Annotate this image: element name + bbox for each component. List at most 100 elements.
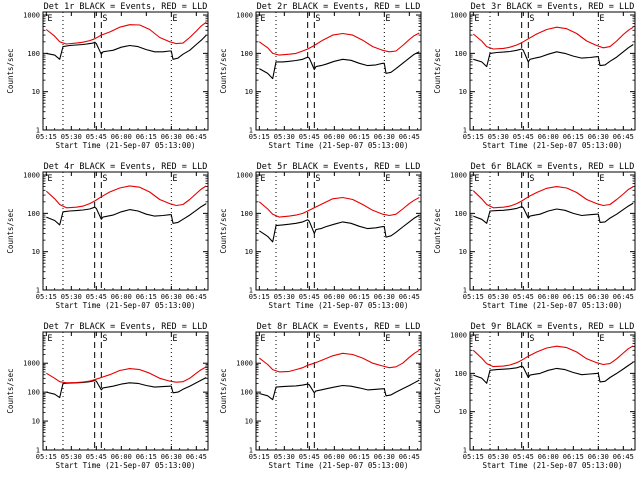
x-axis-label: Start Time (21-Sep-07 05:13:00): [269, 301, 409, 310]
x-tick-label: 05:15: [249, 453, 270, 461]
time-marker-label: S: [102, 14, 107, 24]
plot-frame: [469, 11, 636, 131]
x-axis-label: Start Time (21-Sep-07 05:13:00): [482, 301, 622, 310]
y-axis-label: Counts/sec: [6, 48, 15, 93]
y-axis-label: Counts/sec: [6, 368, 15, 413]
plot-frame: [255, 331, 422, 451]
x-tick-label: 05:15: [36, 453, 57, 461]
lld-series-line: [472, 186, 634, 209]
x-tick-label: 06:00: [537, 453, 558, 461]
x-tick-label: 06:15: [349, 293, 370, 301]
lld-series-line: [472, 345, 634, 368]
x-tick-label: 06:00: [324, 453, 345, 461]
y-tick-label: 1000: [236, 360, 253, 368]
time-marker-label: E: [172, 334, 177, 344]
x-tick-label: 05:45: [512, 293, 533, 301]
detector-panel-3: Det 3r BLACK = Events, RED = LLD 1 10 100 10…: [427, 0, 640, 160]
events-series-line: [46, 34, 207, 60]
y-tick-label: 1000: [236, 172, 253, 180]
x-tick-label: 05:30: [61, 293, 82, 301]
x-tick-label: 06:30: [374, 293, 395, 301]
y-tick-label: 1: [249, 127, 253, 135]
events-series-line: [472, 361, 634, 384]
x-axis-label: Start Time (21-Sep-07 05:13:00): [269, 141, 409, 150]
x-tick-label: 05:30: [274, 133, 295, 141]
events-series-line: [46, 203, 207, 226]
y-tick-label: 10: [458, 88, 466, 96]
plot-frame: [255, 171, 422, 291]
x-tick-label: 06:00: [111, 133, 132, 141]
time-marker-label: E: [386, 14, 391, 24]
y-tick-label: 10: [32, 88, 40, 96]
lld-series-line: [259, 32, 420, 56]
chart-title: Det 6r BLACK = Events, RED = LLD: [470, 162, 634, 172]
x-tick-label: 05:30: [61, 133, 82, 141]
y-tick-label: 10: [245, 88, 253, 96]
detector-panel-5: Det 5r BLACK = Events, RED = LLD 1 10 100 10…: [213, 160, 426, 320]
lld-series-line: [45, 21, 207, 45]
lld-series-line: [45, 185, 207, 209]
x-tick-label: 06:45: [399, 133, 420, 141]
time-marker-label: E: [47, 174, 52, 184]
x-tick-label: 06:15: [349, 453, 370, 461]
time-marker-label: E: [386, 334, 391, 344]
chart-title: Det 8r BLACK = Events, RED = LLD: [257, 322, 421, 332]
plot-frame: [42, 171, 209, 291]
x-tick-label: 06:45: [399, 453, 420, 461]
events-series-line: [46, 377, 207, 399]
chart-title: Det 9r BLACK = Events, RED = LLD: [470, 322, 634, 332]
x-tick-label: 06:45: [612, 293, 633, 301]
time-marker-label: E: [261, 174, 266, 184]
detector-panel-9: Det 9r BLACK = Events, RED = LLD 1 10 100 10…: [427, 320, 640, 480]
time-marker-label: E: [47, 14, 52, 24]
time-marker-label: E: [474, 334, 479, 344]
y-tick-label: 1000: [23, 360, 40, 368]
x-tick-label: 05:30: [487, 133, 508, 141]
y-tick-label: 10: [32, 248, 40, 256]
detector-chart-svg: Det 2r BLACK = Events, RED = LLD 1 10 100 10…: [219, 2, 422, 150]
detector-chart-svg: Det 9r BLACK = Events, RED = LLD 1 10 100 10…: [433, 322, 636, 470]
y-tick-label: 1: [249, 287, 253, 295]
x-tick-label: 05:30: [61, 453, 82, 461]
lld-series-line: [259, 196, 420, 218]
detector-panel-1: Det 1r BLACK = Events, RED = LLD 1 10 100 10…: [0, 0, 213, 160]
x-tick-label: 05:45: [86, 453, 107, 461]
x-tick-label: 06:30: [587, 453, 608, 461]
time-marker-label: E: [47, 334, 52, 344]
x-tick-label: 05:30: [487, 293, 508, 301]
detector-panel-7: Det 7r BLACK = Events, RED = LLD 1 10 100 10…: [0, 320, 213, 480]
x-tick-label: 05:15: [462, 453, 483, 461]
x-tick-label: 05:45: [86, 293, 107, 301]
y-tick-label: 100: [454, 210, 467, 218]
y-tick-label: 10: [32, 418, 40, 426]
y-axis-label: Counts/sec: [433, 208, 442, 253]
plot-frame: [469, 171, 636, 291]
y-tick-label: 100: [27, 389, 40, 397]
time-marker-label: E: [172, 174, 177, 184]
events-series-line: [472, 44, 634, 68]
x-tick-label: 06:00: [324, 133, 345, 141]
y-axis-label: Counts/sec: [433, 368, 442, 413]
lld-series-line: [46, 366, 207, 384]
x-tick-label: 06:15: [562, 133, 583, 141]
detector-chart-svg: Det 6r BLACK = Events, RED = LLD 1 10 100 10…: [433, 162, 636, 310]
x-tick-label: 05:45: [299, 293, 320, 301]
x-tick-label: 05:45: [299, 133, 320, 141]
time-marker-label: S: [102, 174, 107, 184]
plot-frame: [42, 11, 209, 131]
time-marker-label: S: [316, 174, 321, 184]
events-series-line: [259, 214, 420, 243]
y-tick-label: 1: [36, 447, 40, 455]
detector-chart-svg: Det 7r BLACK = Events, RED = LLD 1 10 100 10…: [6, 322, 209, 470]
y-tick-label: 100: [241, 210, 254, 218]
x-tick-label: 06:15: [349, 133, 370, 141]
x-tick-label: 06:00: [537, 293, 558, 301]
detector-panel-8: Det 8r BLACK = Events, RED = LLD 1 10 100 10…: [213, 320, 426, 480]
detector-chart-svg: Det 8r BLACK = Events, RED = LLD 1 10 100 10…: [219, 322, 422, 470]
x-axis-label: Start Time (21-Sep-07 05:13:00): [56, 141, 196, 150]
y-tick-label: 1000: [450, 12, 467, 20]
y-tick-label: 100: [454, 50, 467, 58]
chart-title: Det 7r BLACK = Events, RED = LLD: [44, 322, 208, 332]
y-tick-label: 1: [249, 447, 253, 455]
